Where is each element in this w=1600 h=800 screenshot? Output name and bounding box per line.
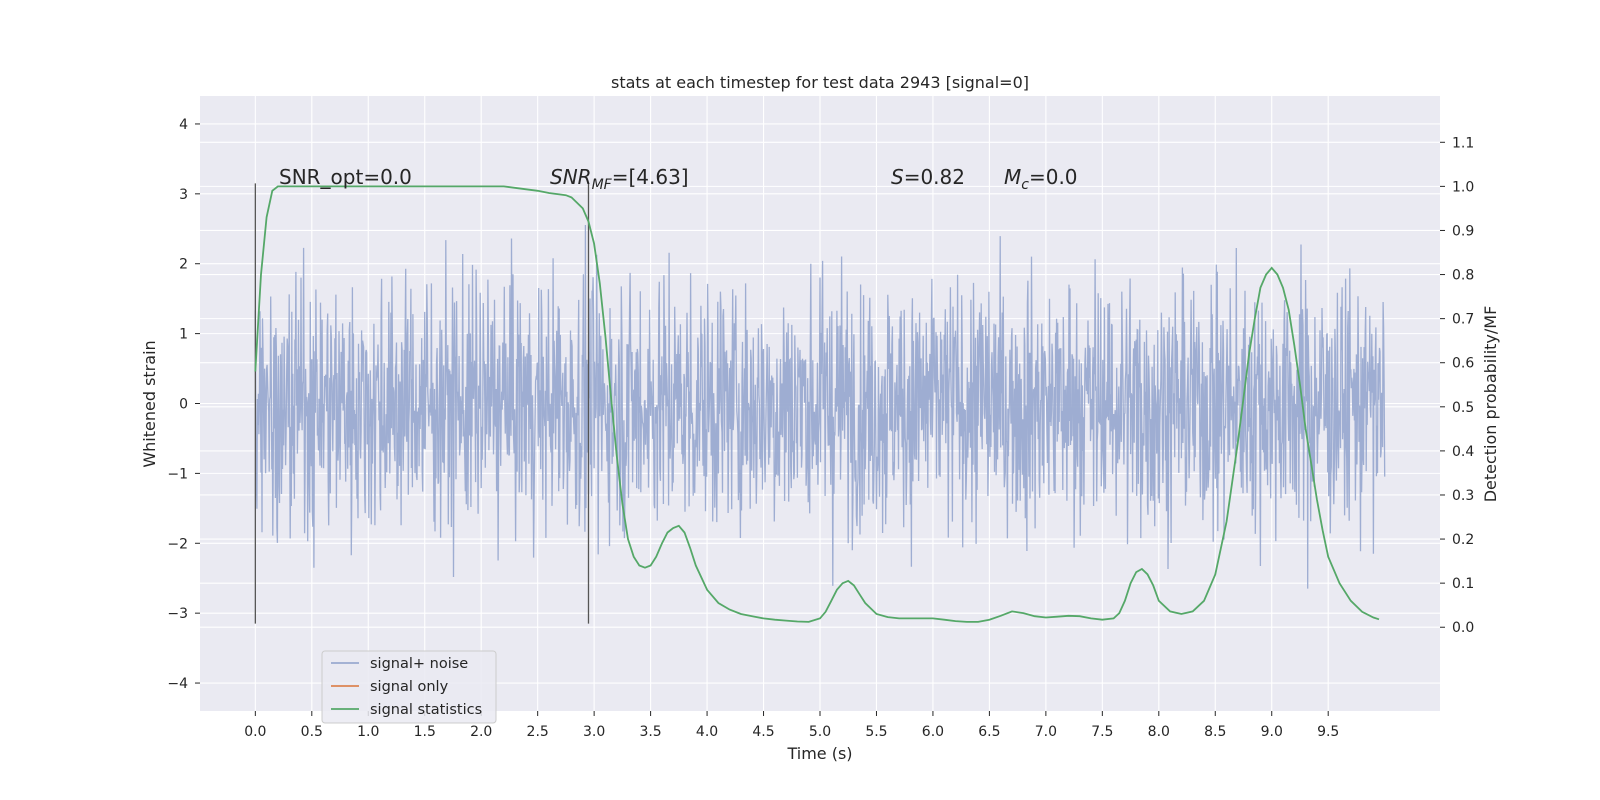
legend-label-signal-only: signal only <box>370 679 449 695</box>
y-axis-label: Whitened strain <box>140 340 159 467</box>
annotation-mc-main: M <box>1004 165 1021 189</box>
x-tick-label: 2.5 <box>527 724 549 740</box>
y-tick-label: 4 <box>179 117 188 133</box>
legend-label-noise: signal+ noise <box>370 656 468 672</box>
x-tick-label: 0.5 <box>301 724 323 740</box>
x-tick-label: 1.5 <box>414 724 436 740</box>
annotation-snr-mf-main: SNR <box>550 165 592 189</box>
annotation-snr-mf-value: =[4.63] <box>612 165 689 189</box>
y-axis-ticks: 4 3 2 1 0 −1 −2 −3 −4 <box>167 117 200 692</box>
x-tick-label: 4.5 <box>752 724 774 740</box>
annotation-mc-sub: c <box>1021 177 1029 193</box>
y-right-tick-label: 1.0 <box>1452 179 1474 195</box>
x-tick-label: 0.0 <box>244 724 266 740</box>
x-tick-label: 6.5 <box>978 724 1000 740</box>
x-tick-label: 9.0 <box>1261 724 1283 740</box>
chart-title: stats at each timestep for test data 294… <box>611 73 1029 92</box>
y-right-tick-label: 1.1 <box>1452 135 1474 151</box>
signal-noise-trace <box>254 224 1386 589</box>
x-tick-label: 7.5 <box>1091 724 1113 740</box>
x-tick-label: 2.0 <box>470 724 492 740</box>
x-tick-label: 3.5 <box>639 724 661 740</box>
y-right-tick-label: 0.4 <box>1452 444 1474 460</box>
annotation-mc-value: =0.0 <box>1029 165 1078 189</box>
y-right-tick-label: 0.6 <box>1452 356 1474 372</box>
legend-label-statistics: signal statistics <box>370 702 482 718</box>
annotation-snr-mf-sub: MF <box>592 177 613 193</box>
annotation-mc: Mc=0.0 <box>1004 165 1078 193</box>
y-right-tick-label: 0.5 <box>1452 400 1474 416</box>
y-right-axis-ticks: 1.1 1.0 0.9 0.8 0.7 0.6 0.5 0.4 0.3 0.2 0.1 0.0 <box>1440 135 1474 636</box>
x-tick-label: 7.0 <box>1035 724 1057 740</box>
annotation-snr-mf: SNRMF=[4.63] <box>550 165 689 193</box>
y-right-tick-label: 0.8 <box>1452 268 1474 284</box>
legend: signal+ noise signal only signal statist… <box>321 650 497 724</box>
signal-statistics-line <box>254 185 1380 623</box>
y-right-tick-label: 0.9 <box>1452 223 1474 239</box>
x-tick-label: 8.5 <box>1204 724 1226 740</box>
y-tick-label: 2 <box>179 257 188 273</box>
vertical-markers <box>254 183 590 624</box>
annotation-snr-opt: SNR_opt=0.0 <box>279 165 412 189</box>
x-tick-label: 1.0 <box>357 724 379 740</box>
y-right-tick-label: 0.0 <box>1452 620 1474 636</box>
y-right-axis-label: Detection probability/MF <box>1481 306 1500 503</box>
x-tick-label: 5.5 <box>865 724 887 740</box>
x-tick-label: 4.0 <box>696 724 718 740</box>
x-tick-label: 6.0 <box>922 724 944 740</box>
x-tick-label: 3.0 <box>583 724 605 740</box>
y-right-tick-label: 0.7 <box>1452 312 1474 328</box>
y-right-tick-label: 0.1 <box>1452 576 1474 592</box>
annotation-s-value: =0.82 <box>904 165 965 189</box>
y-tick-label: 0 <box>179 397 188 413</box>
y-tick-label: 1 <box>179 327 188 343</box>
x-tick-label: 8.0 <box>1148 724 1170 740</box>
annotation-s-var: S <box>891 165 904 189</box>
noise-series <box>254 224 1386 589</box>
y-tick-label: 3 <box>179 187 188 203</box>
x-tick-label: 9.5 <box>1317 724 1339 740</box>
y-tick-label: −3 <box>167 606 188 622</box>
legend-box <box>321 650 497 724</box>
y-right-tick-label: 0.3 <box>1452 488 1474 504</box>
x-axis-label: Time (s) <box>786 744 852 763</box>
x-axis-ticks: 0.0 0.5 1.0 1.5 2.0 2.5 3.0 3.5 4.0 4.5 5.0 5.5 6.0 6… <box>244 711 1339 740</box>
x-tick-label: 5.0 <box>809 724 831 740</box>
y-tick-label: −1 <box>167 466 188 482</box>
y-tick-label: −2 <box>167 536 188 552</box>
annotation-s: S=0.82 <box>891 165 965 189</box>
y-right-tick-label: 0.2 <box>1452 532 1474 548</box>
y-tick-label: −4 <box>167 676 188 692</box>
